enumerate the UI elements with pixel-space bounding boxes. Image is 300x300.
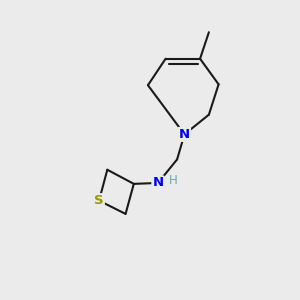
Text: N: N [152, 176, 164, 190]
Text: S: S [94, 194, 104, 207]
Text: N: N [179, 128, 190, 141]
Text: H: H [169, 174, 178, 187]
